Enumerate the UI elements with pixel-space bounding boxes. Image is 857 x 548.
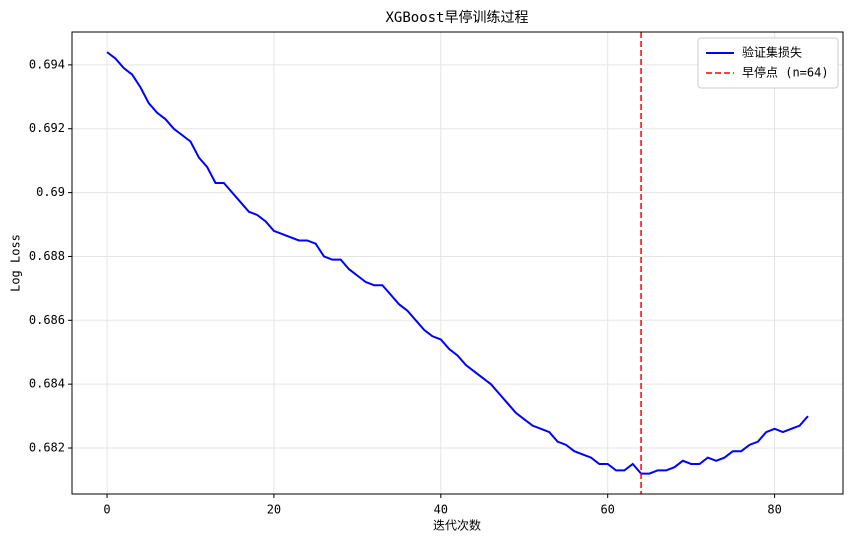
x-tick-label: 40 bbox=[434, 503, 448, 517]
x-tick-label: 20 bbox=[267, 503, 281, 517]
y-tick-label: 0.684 bbox=[29, 377, 65, 391]
y-axis-label: Log Loss bbox=[9, 234, 23, 292]
line-series bbox=[106, 51, 809, 475]
legend-box bbox=[697, 37, 839, 89]
x-tick-label: 60 bbox=[600, 503, 614, 517]
x-tick-label: 0 bbox=[103, 503, 110, 517]
y-tick-label: 0.686 bbox=[29, 313, 65, 327]
x-tick-label: 80 bbox=[767, 503, 781, 517]
chart-title: XGBoost早停训练过程 bbox=[385, 9, 528, 26]
y-tick-label: 0.688 bbox=[29, 249, 65, 263]
legend-label: 验证集损失 bbox=[742, 45, 802, 60]
y-tick-label: 0.69 bbox=[36, 185, 65, 199]
x-axis-label: 迭代次数 bbox=[433, 518, 481, 533]
y-tick-label: 0.692 bbox=[29, 121, 65, 135]
plot-frame bbox=[71, 31, 844, 495]
y-tick-label: 0.682 bbox=[29, 441, 65, 455]
legend-label: 早停点 (n=64) bbox=[742, 65, 829, 80]
y-tick-label: 0.694 bbox=[29, 57, 65, 71]
